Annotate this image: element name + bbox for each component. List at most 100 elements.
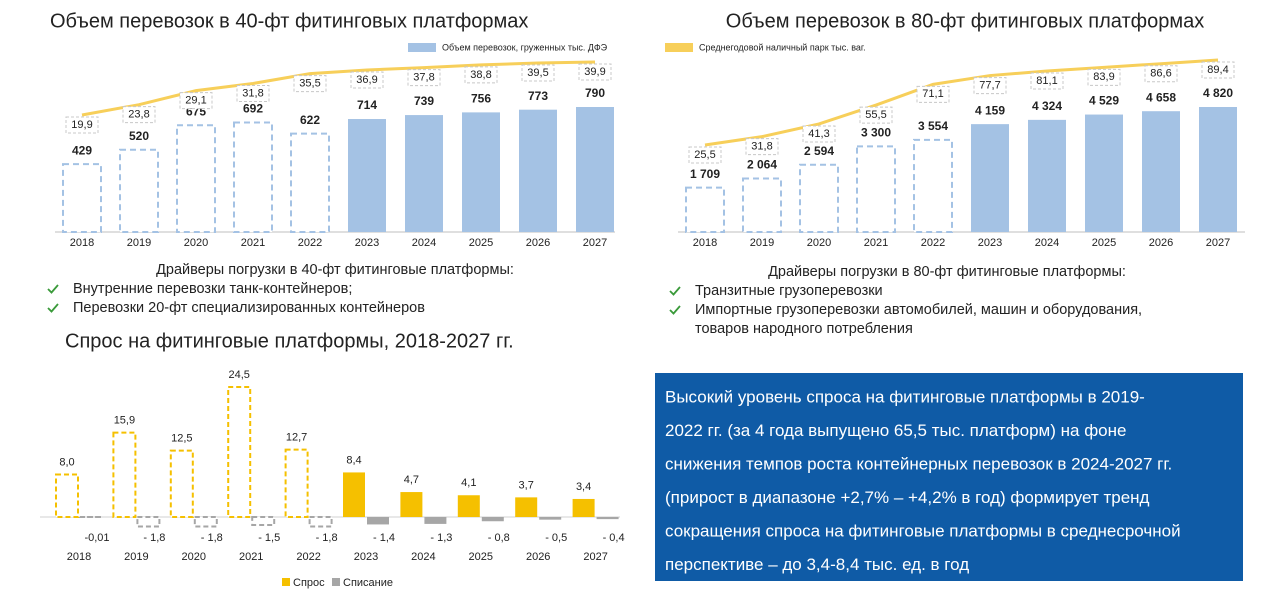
bar-label: 790 [585, 86, 605, 100]
bar-label: 3,7 [519, 479, 534, 491]
bar [55, 473, 79, 519]
bar-label: - 1,8 [143, 532, 165, 544]
x-tick-label: 2020 [184, 237, 208, 249]
bar-label: 4 529 [1089, 94, 1119, 108]
bar-label: - 0,5 [545, 532, 567, 544]
drivers-title: Драйверы погрузки в 80-фт фитинговые пла… [768, 264, 1126, 280]
bar-label: 4,1 [461, 477, 476, 489]
bar-label: - 0,8 [488, 532, 510, 544]
bar-label: 15,9 [114, 415, 135, 427]
bar [1199, 107, 1237, 232]
line [704, 58, 1219, 147]
drivers-40: Драйверы погрузки в 40-фт фитинговые пла… [45, 261, 625, 318]
x-tick-label: 2019 [124, 551, 148, 563]
line-label: 23,8 [128, 109, 149, 121]
bar [539, 517, 562, 520]
x-tick-label: 2026 [1149, 237, 1173, 249]
x-tick-label: 2022 [296, 551, 320, 563]
bar [193, 516, 218, 528]
x-tick-label: 2024 [1035, 237, 1059, 249]
bar [290, 132, 330, 233]
line-label: 86,6 [1150, 68, 1171, 80]
bar [913, 138, 953, 234]
bar-label: - 1,8 [316, 532, 338, 544]
bar-label: 773 [528, 89, 548, 103]
x-tick-label: 2021 [239, 551, 263, 563]
bar-label: 429 [72, 143, 92, 157]
bar [457, 495, 480, 517]
line-label-box [688, 146, 722, 164]
line-label: 39,5 [527, 67, 548, 79]
bar [1142, 111, 1180, 232]
callout-box [655, 373, 1243, 581]
line-label: 55,5 [865, 109, 886, 121]
bar-label: 4 820 [1203, 86, 1233, 100]
bar [424, 517, 447, 524]
callout-line: снижения темпов роста контейнерных перев… [665, 454, 1172, 473]
line-label: 19,9 [71, 119, 92, 131]
line-label-box [407, 69, 441, 87]
bar-label: 714 [357, 98, 377, 112]
chart-title: Спрос на фитинговые платформы, 2018-2027… [65, 330, 514, 352]
x-tick-label: 2025 [469, 551, 493, 563]
bar-label: - 1,5 [258, 532, 280, 544]
bar [233, 121, 273, 233]
legend-label: Среднегодовой наличный парк тыс. ваг. [699, 42, 866, 52]
bar-label: 12,7 [286, 432, 307, 444]
x-tick-label: 2018 [70, 237, 94, 249]
x-tick-label: 2023 [978, 237, 1002, 249]
drivers-title: Драйверы погрузки в 40-фт фитинговые пла… [156, 262, 514, 278]
bar-label: 3,4 [576, 481, 591, 493]
bar-label: 8,4 [346, 454, 361, 466]
bar [481, 517, 504, 522]
line-label: 83,9 [1093, 71, 1114, 83]
line-label: 31,8 [751, 141, 772, 153]
line-label-box [1087, 68, 1121, 86]
x-tick-label: 2027 [583, 237, 607, 249]
line-label: 41,3 [808, 128, 829, 140]
bar [343, 472, 365, 517]
bar-label: 739 [414, 94, 434, 108]
bar-label: - 1,8 [201, 532, 223, 544]
bar [169, 449, 194, 518]
bar-label: - 0,4 [603, 532, 625, 544]
line-label-box [65, 116, 99, 134]
line-label-box [973, 77, 1007, 95]
line-label-box [745, 138, 779, 156]
line-label-box [122, 106, 156, 124]
bar [515, 497, 538, 517]
bar-label: 1 709 [690, 167, 720, 181]
bar-label: 2 064 [747, 158, 777, 172]
check-icon [669, 305, 681, 315]
bar [367, 517, 389, 525]
x-tick-label: 2018 [67, 551, 91, 563]
driver-item: Перевозки 20-фт специализированных конте… [45, 299, 625, 318]
x-tick-label: 2027 [1206, 237, 1230, 249]
bar-label: 8,0 [59, 456, 74, 468]
driver-item: Транзитные грузоперевозки [667, 282, 1197, 301]
bar [112, 431, 137, 519]
callout-line: Высокий уровень спроса на фитинговые пла… [665, 387, 1145, 406]
driver-item: Импортные грузоперевозки автомобилей, ма… [667, 301, 1195, 339]
bar-label: 4 159 [975, 103, 1005, 117]
line-label: 89,4 [1207, 64, 1228, 76]
x-tick-label: 2022 [921, 237, 945, 249]
line-label-box [179, 92, 213, 110]
driver-text: Импортные грузоперевозки автомобилей, ма… [695, 302, 1143, 337]
line-label: 31,8 [242, 87, 263, 99]
callout-line: сокращения спроса на фитинговые платформ… [665, 521, 1181, 540]
line-label: 81,1 [1036, 75, 1057, 87]
bar-label: - 1,4 [373, 532, 395, 544]
legend-label: Списание [343, 577, 393, 589]
legend-swatch [408, 43, 436, 52]
callout-line: (прирост в диапазоне +2,7% – +4,2% в год… [665, 488, 1150, 507]
callout-line: перспективе – до 3,4-8,4 тыс. ед. в год [665, 555, 969, 574]
bar-label: 520 [129, 129, 149, 143]
line-label-box [350, 71, 384, 89]
x-tick-label: 2018 [693, 237, 717, 249]
check-icon [669, 286, 681, 296]
line-label: 35,5 [299, 78, 320, 90]
line-label: 77,7 [979, 79, 1000, 91]
bar-label: 24,5 [228, 369, 249, 381]
